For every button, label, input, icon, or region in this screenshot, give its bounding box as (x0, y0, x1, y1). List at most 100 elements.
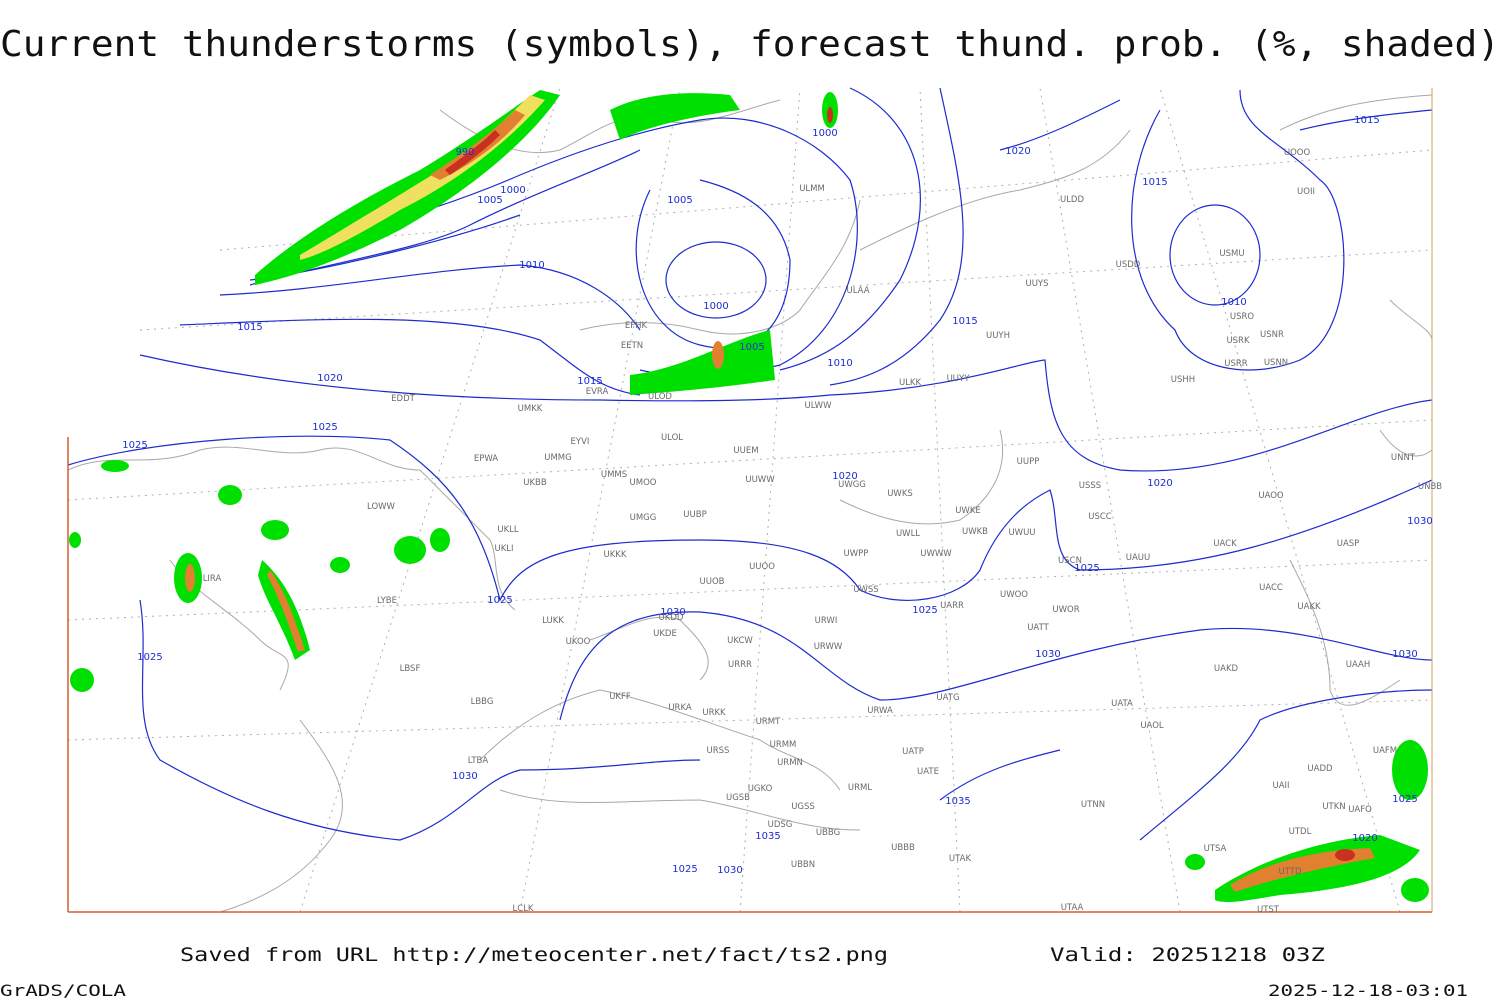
isobar-label: 1000 (703, 301, 728, 312)
isobar-label: 1015 (237, 322, 262, 333)
station-code: URRR (728, 660, 752, 670)
isobar-label: 1030 (717, 865, 742, 876)
timestamp: 2025-12-18-03:01 (1268, 981, 1468, 1000)
station-code: UOOO (1284, 148, 1311, 158)
station-code: ULMM (799, 184, 825, 194)
station-code: UWUU (1008, 528, 1035, 538)
station-code: USMU (1219, 249, 1244, 259)
isobar-label: 1025 (1392, 794, 1417, 805)
thunderstorm-probability (69, 90, 1429, 903)
isobar-label: 1015 (1142, 177, 1167, 188)
station-code: URKA (668, 703, 692, 713)
station-code: UAII (1272, 781, 1289, 791)
station-code: EFHK (625, 321, 648, 331)
station-code: ULOD (648, 392, 672, 402)
station-code: UACK (1213, 539, 1237, 549)
station-code: USCN (1058, 556, 1082, 566)
station-code: EDDT (391, 394, 415, 404)
station-code: UNBB (1418, 482, 1442, 492)
station-code: EVRA (586, 387, 609, 397)
valid-time: Valid: 20251218 03Z (1050, 944, 1325, 966)
station-code: UTKN (1322, 802, 1345, 812)
isobar-label: 1010 (827, 358, 852, 369)
station-code: UATA (1111, 699, 1133, 709)
station-code: USHH (1171, 375, 1195, 385)
station-code: LBBG (471, 697, 494, 707)
station-code: UKCW (727, 636, 753, 646)
station-code: UMMS (601, 470, 627, 480)
isobar-label: 1030 (1392, 649, 1417, 660)
station-code: UBBG (816, 828, 840, 838)
isobar-label: 1020 (317, 373, 342, 384)
isobar-label: 1000 (500, 185, 525, 196)
station-code: UTDL (1289, 827, 1312, 837)
station-code: UAOL (1140, 721, 1164, 731)
map-frame (67, 88, 1433, 913)
station-code: UTSA (1204, 844, 1227, 854)
isobar-label: 1005 (739, 342, 764, 353)
source-url: Saved from URL http://meteocenter.net/fa… (180, 944, 888, 966)
station-code: UATT (1027, 623, 1049, 633)
station-code: UWPP (844, 549, 869, 559)
station-code: UTNN (1081, 800, 1105, 810)
station-code: EPWA (474, 454, 498, 464)
credit: GrADS/COLA (0, 981, 126, 1000)
station-code: LCLK (513, 904, 534, 914)
isobar-label: 1005 (667, 195, 692, 206)
station-code: UBBB (891, 843, 915, 853)
isobar-label: 1025 (1074, 563, 1099, 574)
station-code: UAOO (1258, 491, 1284, 501)
station-code: UWSS (853, 585, 878, 595)
station-code: UTAK (949, 854, 972, 864)
station-code: UGSB (726, 793, 750, 803)
station-code: UWKE (955, 506, 981, 516)
station-code: URML (848, 783, 872, 793)
station-code: UUYY (947, 374, 971, 384)
station-code: ULWW (805, 401, 833, 411)
isobar-label: 1025 (137, 652, 162, 663)
station-code: LOWW (367, 502, 396, 512)
isobar-label: 1030 (1407, 516, 1432, 527)
station-code: UMOO (630, 478, 657, 488)
isobar-label: 1010 (1221, 297, 1246, 308)
station-code: URWW (814, 642, 843, 652)
station-code: USNR (1260, 330, 1284, 340)
station-code: UUWW (745, 475, 775, 485)
station-code: UTTD (1278, 867, 1301, 877)
isobar-label: 1020 (832, 471, 857, 482)
station-code: UWKB (962, 527, 988, 537)
station-code: USNN (1264, 358, 1288, 368)
station-code: UAKD (1214, 664, 1239, 674)
isobar-label: 990 (455, 147, 474, 158)
isobar-label: 1025 (912, 605, 937, 616)
graticule (67, 87, 1433, 913)
isobar-label: 1035 (945, 796, 970, 807)
station-code: UMKK (518, 404, 543, 414)
isobar-label: 1020 (1005, 146, 1030, 157)
station-code: EETN (621, 341, 643, 351)
station-code: UAFO (1348, 805, 1372, 815)
station-code: UWLL (896, 529, 920, 539)
station-code: UDSG (768, 820, 793, 830)
station-code: UUPP (1017, 457, 1040, 467)
station-code: USDD (1116, 260, 1141, 270)
station-code: USRO (1230, 312, 1255, 322)
station-code: UMGG (630, 513, 657, 523)
station-code: UWOR (1052, 605, 1079, 615)
station-code: UTST (1257, 905, 1280, 915)
station-code: ULDD (1060, 195, 1085, 205)
isobar-label: 1015 (952, 316, 977, 327)
station-code: UBBN (791, 860, 815, 870)
station-code: URSS (707, 746, 730, 756)
station-code: UWWW (920, 549, 952, 559)
station-code: UKKK (604, 550, 627, 560)
isobar-label: 1020 (1352, 833, 1377, 844)
isobar-label: 1015 (577, 376, 602, 387)
station-code: UUEM (733, 446, 758, 456)
isobar-label: 1020 (1147, 478, 1172, 489)
isobar-label: 1000 (812, 128, 837, 139)
station-code: UUBP (683, 510, 706, 520)
station-code: UKLL (497, 525, 519, 535)
